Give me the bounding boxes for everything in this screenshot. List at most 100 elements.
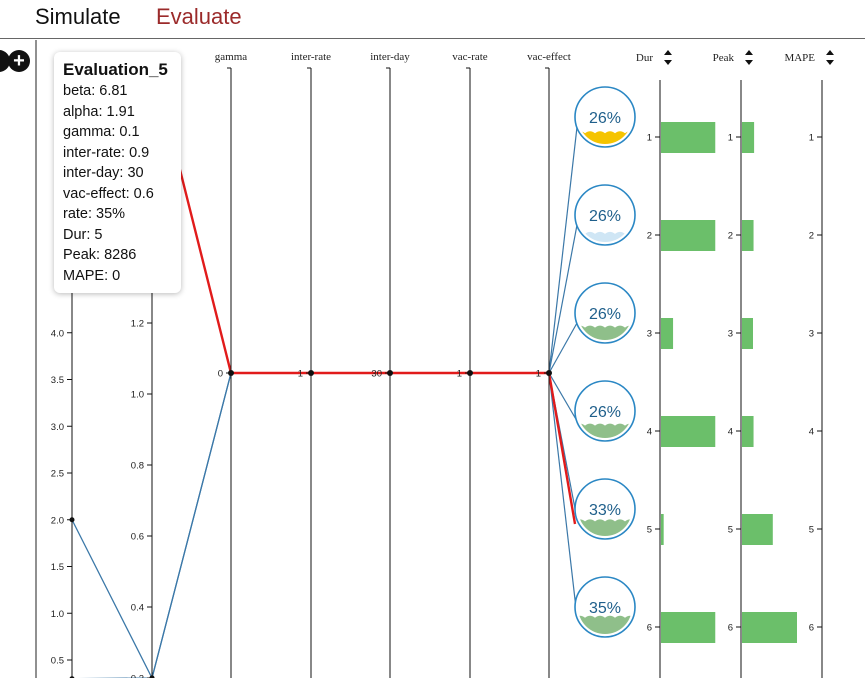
tooltip-dur: Dur: 5	[63, 226, 103, 243]
dur-bar-2	[661, 220, 716, 251]
tooltip-beta: beta: 6.81	[63, 83, 128, 99]
point-inter-rate	[308, 370, 314, 376]
axis-title-inter-rate: inter-rate	[291, 51, 331, 63]
sort-icon-Dur[interactable]	[664, 50, 672, 65]
peak-bar-3	[742, 318, 753, 349]
tick-label-beta-5: 3.0	[51, 422, 64, 433]
tab-simulate[interactable]: Simulate	[35, 4, 121, 29]
point-inter-day	[387, 370, 393, 376]
tooltip-alpha: alpha: 1.91	[63, 103, 135, 120]
peak-bar-6	[742, 612, 797, 643]
dur-bar-6	[661, 612, 716, 643]
tick-label-alpha-4: 1.0	[131, 390, 144, 401]
dur-bar-4	[661, 416, 716, 447]
metric-tick-label-Peak-5: 5	[728, 525, 733, 536]
sort-up-icon	[745, 50, 753, 55]
tooltip-peak: Peak: 8286	[63, 247, 137, 263]
axis-title-vac-rate: vac-rate	[452, 51, 488, 63]
tick-label-alpha-2: 0.6	[131, 532, 144, 543]
tooltip-rate: rate: 35%	[63, 206, 126, 222]
eval-rate-1: 26%	[589, 110, 621, 127]
metric-tick-label-Dur-4: 4	[647, 427, 652, 438]
metric-tick-label-Dur-3: 3	[647, 329, 652, 340]
tick-label-alpha-1: 0.4	[131, 603, 144, 614]
metric-tick-label-Dur-1: 1	[647, 133, 652, 144]
metric-title-Dur[interactable]: Dur	[636, 52, 653, 64]
peak-bar-2	[742, 220, 754, 251]
dur-bar-1	[661, 122, 716, 153]
point-gamma	[228, 370, 234, 376]
metric-tick-label-MAPE-5: 5	[809, 525, 814, 536]
eval-rate-2: 26%	[589, 208, 621, 225]
nav-divider	[0, 38, 865, 39]
remove-axis-icon[interactable]	[0, 50, 10, 72]
axis-title-inter-day: inter-day	[370, 51, 410, 63]
tick-label-beta-7: 4.0	[51, 328, 64, 339]
tick-label-inter-rate-0: 1	[298, 369, 303, 380]
metric-tick-label-Peak-3: 3	[728, 329, 733, 340]
sort-down-icon	[664, 60, 672, 65]
metric-tick-label-MAPE-4: 4	[809, 427, 814, 438]
tooltip-mape: MAPE: 0	[63, 267, 121, 284]
sort-down-icon	[745, 60, 753, 65]
eval-rate-3: 26%	[589, 306, 621, 323]
eval-rate-6: 35%	[589, 600, 621, 617]
tick-label-beta-1: 1.0	[51, 609, 64, 620]
sort-up-icon	[826, 50, 834, 55]
peak-bar-4	[742, 416, 754, 447]
sort-icon-MAPE[interactable]	[826, 50, 834, 65]
fan-line-4	[548, 372, 578, 422]
metric-tick-label-MAPE-6: 6	[809, 623, 814, 634]
axis-title-vac-effect: vac-effect	[527, 51, 571, 63]
tooltip-vac-effect: vac-effect: 0.6	[63, 185, 154, 202]
metric-tick-label-Dur-6: 6	[647, 623, 652, 634]
metric-tick-label-Dur-5: 5	[647, 525, 652, 536]
point-vac-rate	[467, 370, 473, 376]
sort-icon-Peak[interactable]	[745, 50, 753, 65]
tooltip-gamma: gamma: 0.1	[63, 124, 140, 140]
metric-tick-label-Dur-2: 2	[647, 231, 652, 242]
sort-up-icon	[664, 50, 672, 55]
tick-label-beta-4: 2.5	[51, 469, 64, 480]
tick-label-beta-2: 1.5	[51, 562, 64, 573]
evaluation-tooltip: Evaluation_5 beta: 6.81 alpha: 1.91 gamm…	[54, 52, 181, 293]
fan-line-3	[548, 322, 578, 374]
metric-title-MAPE[interactable]: MAPE	[784, 52, 815, 64]
sort-down-icon	[826, 60, 834, 65]
metric-tick-label-Peak-1: 1	[728, 133, 733, 144]
metric-title-Peak[interactable]: Peak	[713, 52, 735, 64]
axis-title-gamma: gamma	[215, 51, 247, 63]
top-nav: Simulate Evaluate	[0, 0, 865, 39]
tick-label-vac-rate-0: 1	[457, 369, 462, 380]
metric-tick-label-Peak-4: 4	[728, 427, 733, 438]
tooltip-inter-day: inter-day: 30	[63, 165, 144, 181]
tick-label-beta-0: 0.5	[51, 656, 64, 667]
eval-circle-2	[574, 184, 636, 246]
metric-tick-label-Peak-6: 6	[728, 623, 733, 634]
point-alpha-2	[149, 675, 155, 678]
tooltip-title: Evaluation_5	[63, 60, 168, 79]
metric-tick-label-MAPE-2: 2	[809, 231, 814, 242]
eval-rate-5: 33%	[589, 502, 621, 519]
tab-evaluate[interactable]: Evaluate	[156, 4, 242, 29]
add-axis-icon[interactable]: +	[8, 50, 30, 72]
peak-bar-5	[742, 514, 773, 545]
tick-label-alpha-0: 0.2	[131, 674, 144, 678]
dur-bar-5	[661, 514, 664, 545]
peak-bar-1	[742, 122, 755, 153]
tick-label-beta-3: 2.0	[51, 515, 64, 526]
fan-line-6	[548, 372, 578, 618]
point-beta-1	[69, 517, 75, 523]
metric-tick-label-MAPE-1: 1	[809, 133, 814, 144]
tick-label-vac-effect-0: 1	[536, 369, 541, 380]
tooltip-inter-rate: inter-rate: 0.9	[63, 144, 150, 161]
tick-label-beta-6: 3.5	[51, 375, 64, 386]
metric-tick-label-MAPE-3: 3	[809, 329, 814, 340]
tick-label-inter-day-0: 30	[371, 369, 382, 380]
tick-label-alpha-3: 0.8	[131, 461, 144, 472]
dur-bar-3	[661, 318, 674, 349]
fan-line-1	[548, 126, 578, 374]
metric-tick-label-Peak-2: 2	[728, 231, 733, 242]
point-vac-effect	[546, 370, 552, 376]
